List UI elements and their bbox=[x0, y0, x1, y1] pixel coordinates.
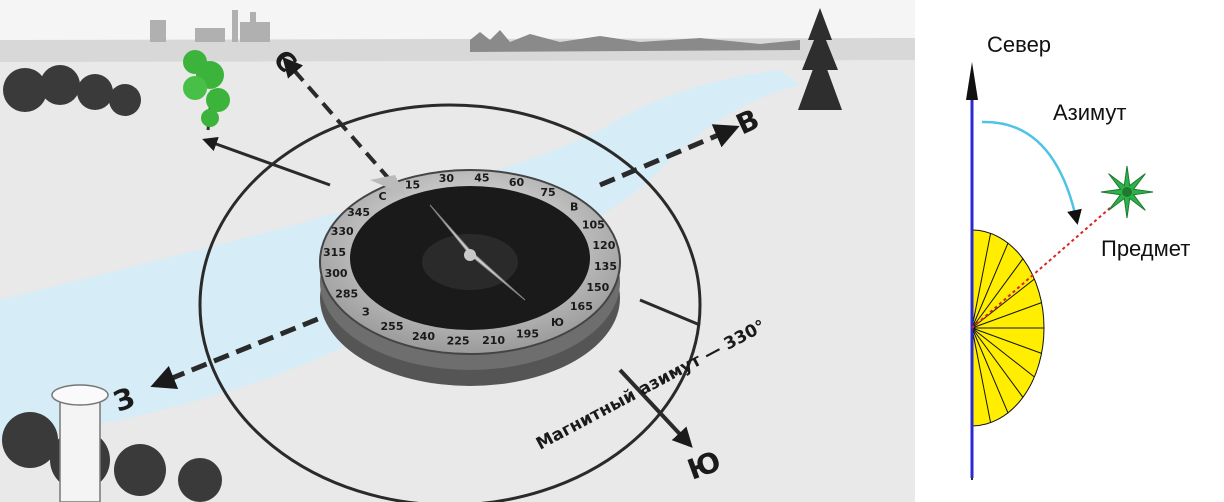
dial-number: 165 bbox=[570, 300, 593, 313]
object-star bbox=[1100, 165, 1154, 219]
dial-number: 255 bbox=[381, 320, 404, 333]
dial-number: С bbox=[379, 190, 387, 203]
protractor-line bbox=[971, 327, 1042, 354]
dial-number: 345 bbox=[347, 206, 370, 219]
distant-buildings bbox=[150, 10, 270, 42]
dial-number: 195 bbox=[516, 327, 539, 340]
north-label: Север bbox=[987, 32, 1051, 57]
dial-number: 285 bbox=[335, 288, 358, 301]
north-arrowhead bbox=[966, 62, 978, 100]
west-arrow bbox=[150, 307, 341, 390]
dial-number: 135 bbox=[594, 260, 617, 273]
object-ray bbox=[971, 194, 1126, 329]
compass-scene: 15 30 45 60 75 В 105 120 135 150 165 Ю 195 210 225 240 2… bbox=[0, 0, 915, 502]
object-label: Предмет bbox=[1101, 236, 1190, 261]
protractor-line bbox=[971, 327, 992, 423]
dial-number: 30 bbox=[439, 172, 455, 185]
dial-number: Ю bbox=[551, 316, 564, 329]
north-arrow bbox=[282, 56, 392, 182]
dial-number: 315 bbox=[323, 246, 346, 259]
protractor-line bbox=[971, 302, 1042, 329]
protractor-line bbox=[971, 327, 1009, 414]
dial-number: 120 bbox=[592, 239, 615, 252]
protractor-line bbox=[971, 233, 992, 329]
dial-number: 75 bbox=[540, 186, 555, 199]
azimuth-ellipse bbox=[198, 103, 702, 502]
dial-scale: 15 30 45 60 75 В 105 120 135 150 165 Ю 195 210 225 240 2… bbox=[323, 171, 617, 347]
azimuth-diagram: Север Азимут Предмет bbox=[915, 0, 1224, 502]
azimuth-label: Азимут bbox=[1053, 100, 1127, 125]
protractor-line bbox=[971, 327, 1024, 398]
east-arrow bbox=[599, 124, 740, 188]
protractor-lines bbox=[971, 233, 1044, 423]
water-tower bbox=[51, 384, 109, 502]
protractor-line bbox=[971, 258, 1024, 329]
compass bbox=[319, 169, 621, 386]
fir-tree bbox=[798, 8, 842, 110]
distant-forest bbox=[470, 30, 800, 52]
sky bbox=[0, 0, 915, 40]
compass-needle bbox=[429, 204, 526, 301]
south-arrow bbox=[618, 368, 693, 448]
dial-number: З bbox=[362, 306, 370, 319]
dial-number: 330 bbox=[331, 225, 354, 238]
dial-number: 45 bbox=[474, 171, 489, 184]
dial-number: 300 bbox=[325, 267, 348, 280]
dial-number: 210 bbox=[482, 334, 505, 347]
dial-number: В bbox=[570, 200, 578, 213]
dial-number: 150 bbox=[586, 281, 609, 294]
dial-number: 60 bbox=[509, 176, 525, 189]
compass-illustration: 15 30 45 60 75 В 105 120 135 150 165 Ю 195 210 225 240 2… bbox=[0, 0, 915, 502]
protractor-line bbox=[971, 242, 1009, 329]
star-center bbox=[1122, 187, 1132, 197]
dial-number: 105 bbox=[582, 218, 605, 231]
ellipse-tick bbox=[639, 298, 701, 327]
compass-pointer bbox=[370, 175, 405, 195]
azimuth-diagram-svg: Север Азимут Предмет bbox=[966, 32, 1190, 480]
dial-number: 225 bbox=[447, 335, 470, 348]
azimuth-arc bbox=[981, 120, 1082, 225]
landmark-tree bbox=[183, 50, 230, 131]
dial-number: 240 bbox=[412, 330, 435, 343]
protractor-line bbox=[971, 327, 1035, 378]
object-direction-arrow bbox=[202, 137, 331, 187]
dial-number: 15 bbox=[405, 179, 420, 192]
